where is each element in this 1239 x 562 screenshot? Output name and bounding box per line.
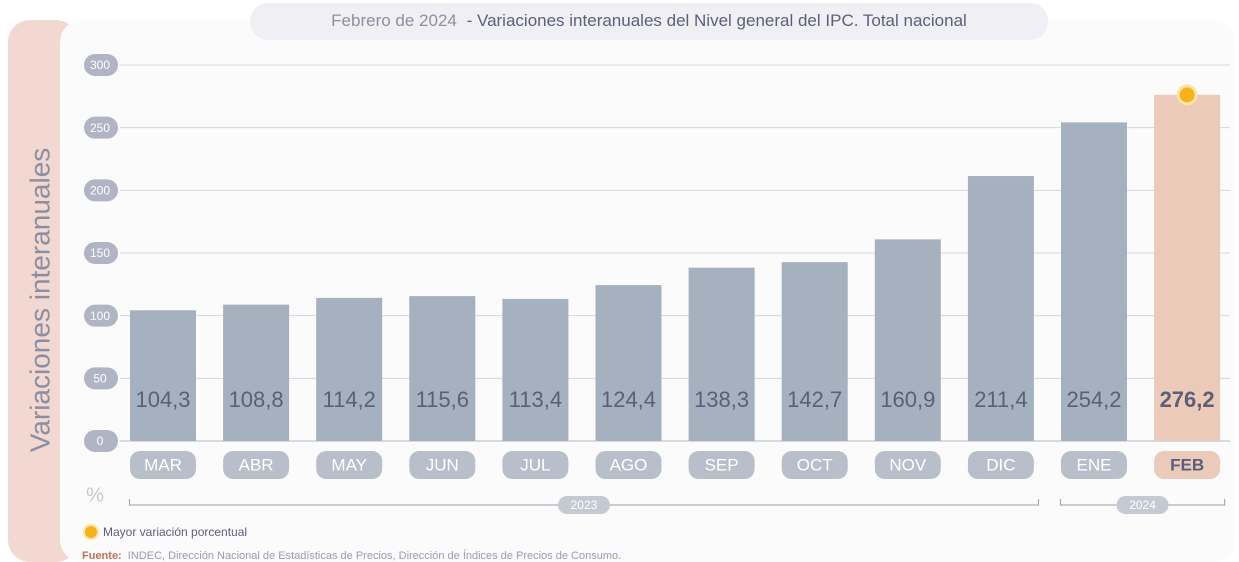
category-pill: [595, 451, 662, 479]
year-pill: [1116, 496, 1169, 514]
y-tick-pill: [84, 54, 118, 76]
y-tick-pill: [84, 116, 118, 139]
title-date: Febrero de 2024: [331, 11, 457, 30]
bar: [223, 304, 290, 441]
year-label: 2023: [571, 498, 598, 512]
category-pill: [223, 451, 290, 479]
bar: [316, 297, 383, 441]
category-pill: [502, 451, 569, 479]
value-label: 138,3: [694, 387, 749, 412]
x-tick-label: JUL: [520, 455, 550, 474]
category-pill: [1061, 451, 1127, 479]
bar: [967, 176, 1034, 441]
value-label: 115,6: [416, 387, 469, 412]
value-label: 142,7: [787, 387, 842, 412]
y-axis-label: Variaciones interanuales: [24, 148, 55, 453]
bar: [130, 310, 196, 441]
value-label: 124,4: [601, 387, 656, 412]
y-tick-label: 50: [93, 372, 107, 386]
y-tick-label: 250: [90, 121, 110, 135]
value-label: 108,8: [229, 387, 284, 412]
source: Fuente: INDEC, Dirección Nacional de Est…: [82, 549, 621, 562]
source-label: Fuente:: [82, 550, 122, 562]
bar: [1061, 122, 1127, 442]
x-tick-label: AGO: [610, 455, 648, 474]
bar: [409, 296, 476, 441]
x-tick-label: NOV: [889, 455, 927, 474]
title-pill: [250, 3, 1048, 40]
category-pill: [409, 451, 476, 479]
legend-label: Mayor variación porcentual: [103, 525, 247, 539]
x-tick-label: OCT: [797, 455, 833, 474]
bar: [1154, 94, 1221, 441]
source-text: INDEC, Dirección Nacional de Estadística…: [128, 549, 621, 562]
y-tick-label: 200: [90, 184, 110, 198]
y-tick-pill: [84, 179, 118, 202]
bar: [688, 267, 755, 441]
year-label: 2024: [1129, 498, 1156, 512]
x-tick-label: ENE: [1077, 455, 1112, 474]
year-pill: [557, 496, 610, 514]
legend-marker: [83, 524, 99, 540]
category-pill: [781, 451, 848, 479]
x-tick-label: FEB: [1170, 455, 1204, 474]
category-pill: [967, 451, 1034, 479]
value-label: 211,4: [974, 387, 1027, 412]
value-label: 276,2: [1160, 387, 1215, 412]
y-tick-pill: [84, 430, 118, 452]
bar: [781, 262, 848, 441]
y-tick-label: 300: [90, 58, 110, 72]
x-tick-label: SEP: [705, 455, 739, 474]
x-tick-label: MAY: [331, 455, 367, 474]
y-tick-pill: [84, 242, 118, 264]
y-tick-label: 100: [90, 309, 110, 323]
y-tick-label: 0: [97, 434, 104, 448]
value-label: 254,2: [1066, 387, 1121, 412]
category-pill: [874, 451, 941, 479]
highlight-marker: [1176, 84, 1198, 106]
y-tick-pill: [84, 367, 118, 390]
title-text: - Variaciones interanuales del Nivel gen…: [467, 11, 967, 30]
value-label: 114,2: [322, 387, 375, 412]
y-tick-label: 150: [90, 246, 110, 260]
value-label: 104,3: [135, 387, 190, 412]
x-tick-label: DIC: [986, 455, 1015, 474]
category-pill: [1154, 451, 1221, 479]
bar: [502, 298, 569, 441]
category-pill: [688, 451, 755, 479]
bar: [874, 239, 941, 441]
x-tick-label: ABR: [239, 455, 274, 474]
x-tick-label: JUN: [426, 455, 459, 474]
y-unit: %: [86, 484, 104, 506]
chart-title: Febrero de 2024 - Variaciones interanual…: [331, 11, 967, 30]
bar: [595, 285, 662, 441]
y-tick-pill: [84, 304, 118, 327]
value-label: 160,9: [880, 387, 935, 412]
x-tick-label: MAR: [144, 455, 182, 474]
category-pill: [316, 451, 383, 479]
value-label: 113,4: [509, 387, 562, 412]
category-pill: [130, 451, 196, 479]
